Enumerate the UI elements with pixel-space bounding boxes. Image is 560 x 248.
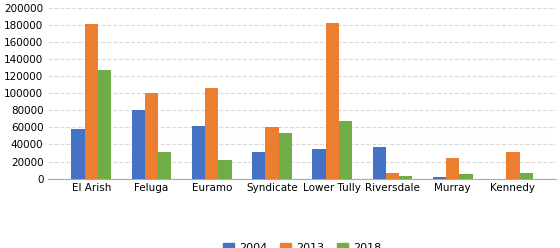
Bar bbox=[132, 110, 145, 179]
Bar bbox=[506, 152, 520, 179]
Bar bbox=[252, 152, 265, 179]
Bar bbox=[71, 129, 85, 179]
Bar bbox=[278, 132, 292, 179]
Bar bbox=[446, 158, 459, 179]
Bar bbox=[372, 147, 386, 179]
Legend: 2004, 2013, 2018: 2004, 2013, 2018 bbox=[218, 239, 385, 248]
Bar bbox=[386, 173, 399, 179]
Bar bbox=[520, 173, 533, 179]
Bar bbox=[339, 122, 352, 179]
Bar bbox=[98, 69, 111, 179]
Bar bbox=[399, 176, 412, 179]
Bar bbox=[158, 152, 171, 179]
Bar bbox=[85, 24, 98, 179]
Bar bbox=[145, 93, 158, 179]
Bar bbox=[192, 126, 205, 179]
Bar bbox=[218, 160, 232, 179]
Bar bbox=[265, 127, 278, 179]
Bar bbox=[312, 149, 325, 179]
Bar bbox=[325, 23, 339, 179]
Bar bbox=[433, 177, 446, 179]
Bar bbox=[205, 88, 218, 179]
Bar bbox=[459, 174, 473, 179]
